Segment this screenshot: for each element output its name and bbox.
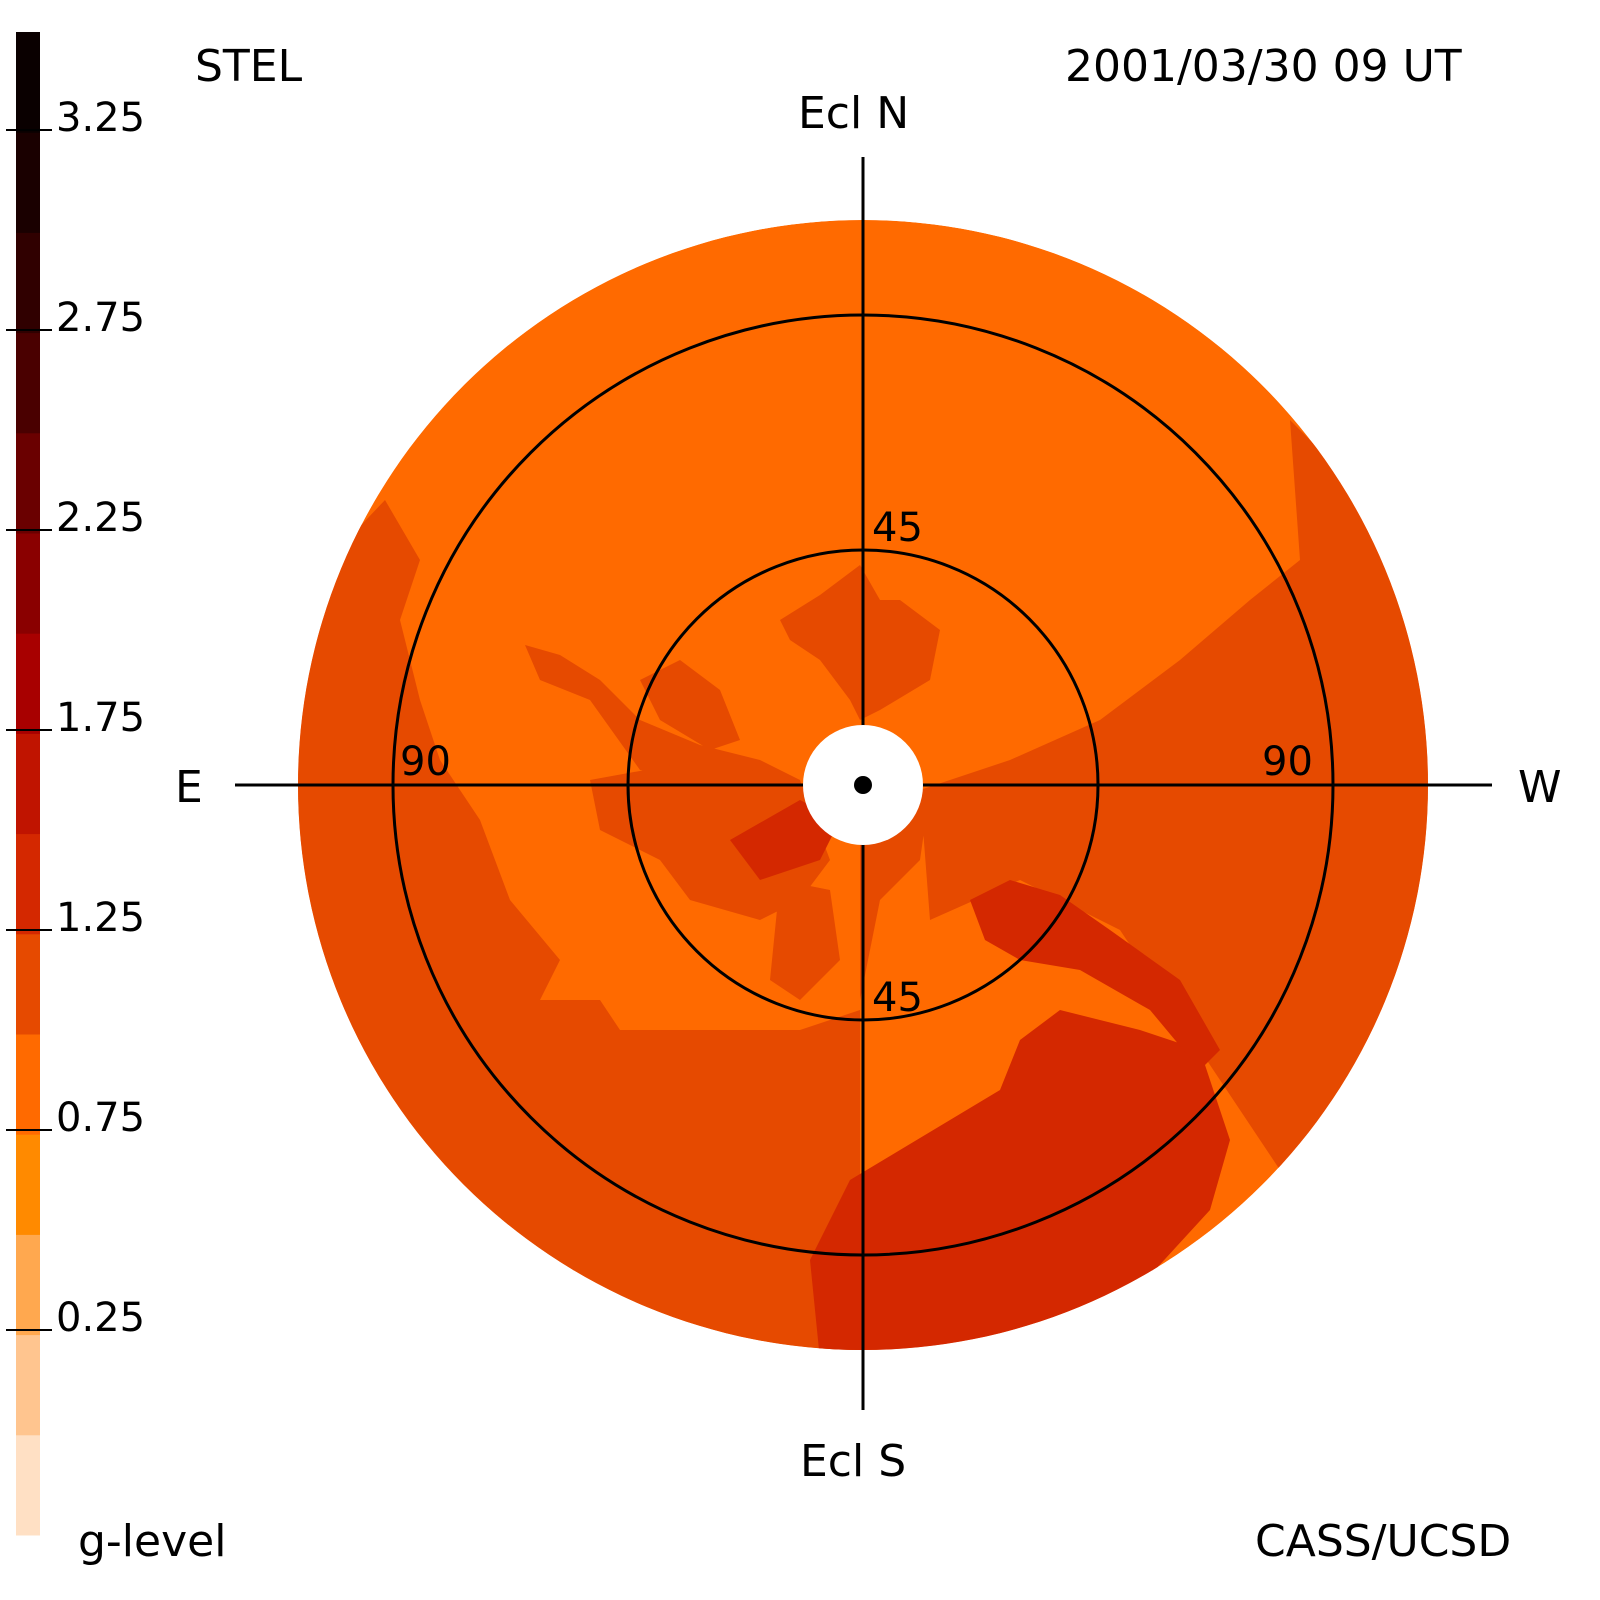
west-label: W: [1518, 762, 1562, 813]
ring-label-inner-bottom: 45: [872, 975, 923, 1021]
region-lobe-nw: [640, 660, 740, 750]
colorbar-band: [16, 933, 40, 1035]
colorbar-band: [16, 733, 40, 835]
colorbar-tick-label: 0.75: [56, 1095, 146, 1141]
region-lobe-west-arm: [525, 645, 800, 790]
region-core-bottom: [770, 880, 840, 1000]
colorbar-band: [16, 1134, 40, 1235]
colorbar-tick-label: 1.25: [56, 895, 146, 941]
colorbar-tick-label: 2.25: [56, 495, 146, 541]
east-label: E: [175, 762, 203, 813]
region-core-dark: [730, 800, 840, 880]
colorbar-ticks: [6, 129, 52, 1331]
north-label: Ecl N: [798, 88, 910, 139]
ring-label-outer-left: 90: [400, 739, 451, 785]
colorbar-band: [16, 533, 40, 634]
colorbar-band: [16, 1234, 40, 1336]
colorbar-band: [16, 1334, 40, 1436]
ring-label-inner-top: 45: [872, 505, 923, 551]
colorbar-band: [16, 132, 40, 233]
colorbar-band: [16, 633, 40, 734]
colorbar-bands: [16, 32, 40, 1536]
south-label: Ecl S: [800, 1436, 907, 1487]
colorbar-tick-label: 1.75: [56, 695, 146, 741]
credit-label: CASS/UCSD: [1255, 1516, 1512, 1567]
region-core-left: [590, 760, 830, 920]
region-lobe-n: [780, 565, 940, 720]
region-streak: [970, 880, 1220, 1070]
colorbar-band: [16, 1434, 40, 1536]
colorbar-band: [16, 833, 40, 935]
colorbar-band: [16, 432, 40, 534]
colorbar-tick-label: 2.75: [56, 295, 146, 341]
variable-label: g-level: [78, 1516, 227, 1567]
colorbar-band: [16, 1034, 40, 1135]
colorbar-tick-label: 0.25: [56, 1295, 146, 1341]
station-label: STEL: [195, 41, 303, 92]
region-west-band: [920, 420, 1428, 1200]
colorbar-band: [16, 32, 40, 133]
colorbar-tick-label: 3.25: [56, 95, 146, 141]
ring-label-outer-right: 90: [1262, 739, 1313, 785]
colorbar-band: [16, 332, 40, 434]
timestamp-label: 2001/03/30 09 UT: [1065, 41, 1462, 92]
sun-center-dot: [854, 776, 872, 794]
colorbar-band: [16, 232, 40, 334]
region-south-dark: [810, 1010, 1230, 1350]
